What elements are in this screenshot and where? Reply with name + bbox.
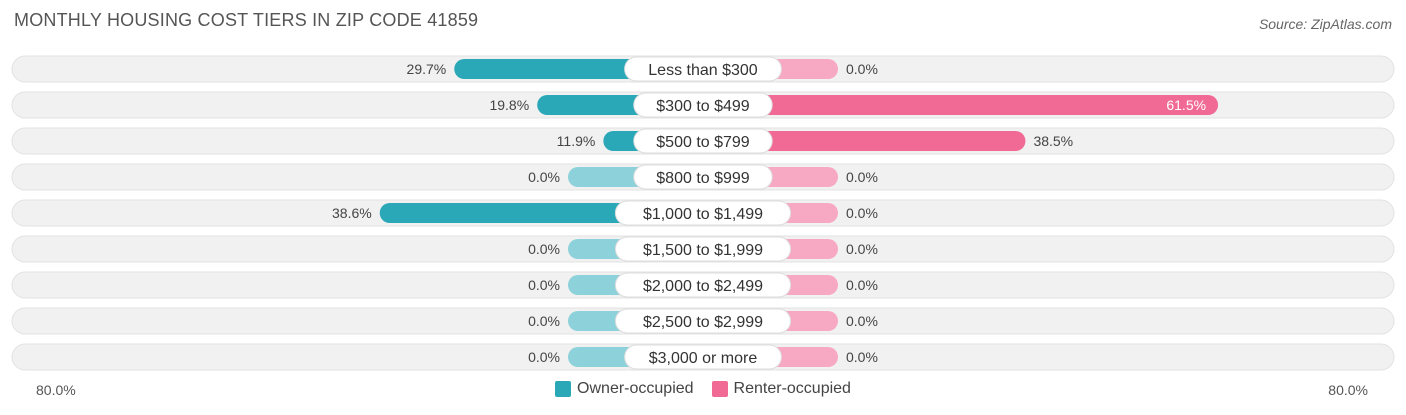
category-pill <box>633 128 773 154</box>
owner-value-label: 0.0% <box>528 349 560 365</box>
category-pill <box>614 200 792 226</box>
category-pill <box>614 236 792 262</box>
category-pill <box>614 272 792 298</box>
category-label: $500 to $799 <box>656 134 750 151</box>
axis-right-label: 80.0% <box>1328 382 1368 398</box>
diverging-bar-chart: 29.7% 0.0% Less than $300 19.8% 61.5% $300 to… <box>11 55 1395 371</box>
chart-source: Source: ZipAtlas.com <box>1258 16 1392 32</box>
category-label: $2,500 to $2,999 <box>643 314 763 331</box>
owner-value-label: 0.0% <box>528 313 560 329</box>
owner-value-label: 19.8% <box>489 97 529 113</box>
renter-value-label: 0.0% <box>846 169 878 185</box>
renter-value-label: 38.5% <box>1033 133 1073 149</box>
category-label: Less than $300 <box>648 62 758 79</box>
legend-owner-label: Owner-occupied <box>577 380 694 397</box>
renter-bar <box>703 131 1026 151</box>
category-label: $800 to $999 <box>656 170 750 187</box>
category-pill <box>633 92 773 118</box>
renter-value-label: 61.5% <box>1166 97 1206 113</box>
legend: Owner-occupied Renter-occupied <box>0 380 1406 398</box>
renter-value-label: 0.0% <box>846 61 878 77</box>
owner-value-label: 29.7% <box>407 61 447 77</box>
axis-left-label: 80.0% <box>36 382 76 398</box>
legend-owner: Owner-occupied <box>555 380 694 398</box>
category-label: $1,500 to $1,999 <box>643 242 763 259</box>
category-label: $300 to $499 <box>656 98 750 115</box>
renter-value-label: 0.0% <box>846 349 878 365</box>
category-pill <box>633 164 773 190</box>
category-pill <box>624 56 782 82</box>
owner-value-label: 11.9% <box>557 133 596 149</box>
renter-swatch <box>711 381 728 397</box>
renter-value-label: 0.0% <box>846 313 878 329</box>
category-label: $1,000 to $1,499 <box>643 206 763 223</box>
legend-renter: Renter-occupied <box>711 380 851 398</box>
owner-value-label: 38.6% <box>332 205 372 221</box>
owner-value-label: 0.0% <box>528 169 560 185</box>
category-label: $2,000 to $2,499 <box>643 278 763 295</box>
category-pill <box>624 344 782 370</box>
owner-swatch <box>555 381 572 397</box>
legend-renter-label: Renter-occupied <box>733 380 851 397</box>
renter-bar <box>703 95 1219 115</box>
category-pill <box>614 308 792 334</box>
renter-value-label: 0.0% <box>846 277 878 293</box>
renter-value-label: 0.0% <box>846 241 878 257</box>
owner-value-label: 0.0% <box>528 241 560 257</box>
owner-value-label: 0.0% <box>528 277 560 293</box>
renter-value-label: 0.0% <box>846 205 878 221</box>
chart-title: MONTHLY HOUSING COST TIERS IN ZIP CODE 4… <box>14 10 479 30</box>
category-label: $3,000 or more <box>649 350 758 367</box>
